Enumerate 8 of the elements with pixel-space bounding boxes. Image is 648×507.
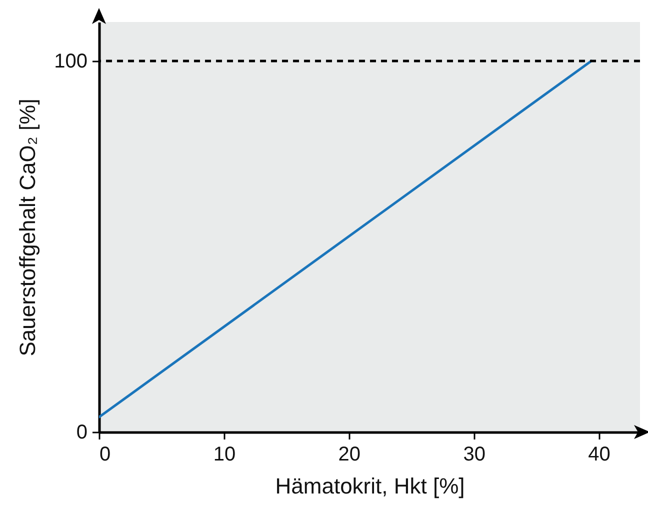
x-tick-label: 10 [213,444,236,466]
x-axis-title: Hämatokrit, Hkt [%] [275,474,465,498]
x-tick-label: 20 [338,444,361,466]
x-tick-label: 30 [463,444,486,466]
x-tick-label: 0 [100,444,111,466]
y-tick-label: 100 [54,50,88,72]
y-axis-title: Sauerstoffgehalt CaO₂ [%] [15,98,40,356]
x-tick-label: 40 [588,444,610,466]
